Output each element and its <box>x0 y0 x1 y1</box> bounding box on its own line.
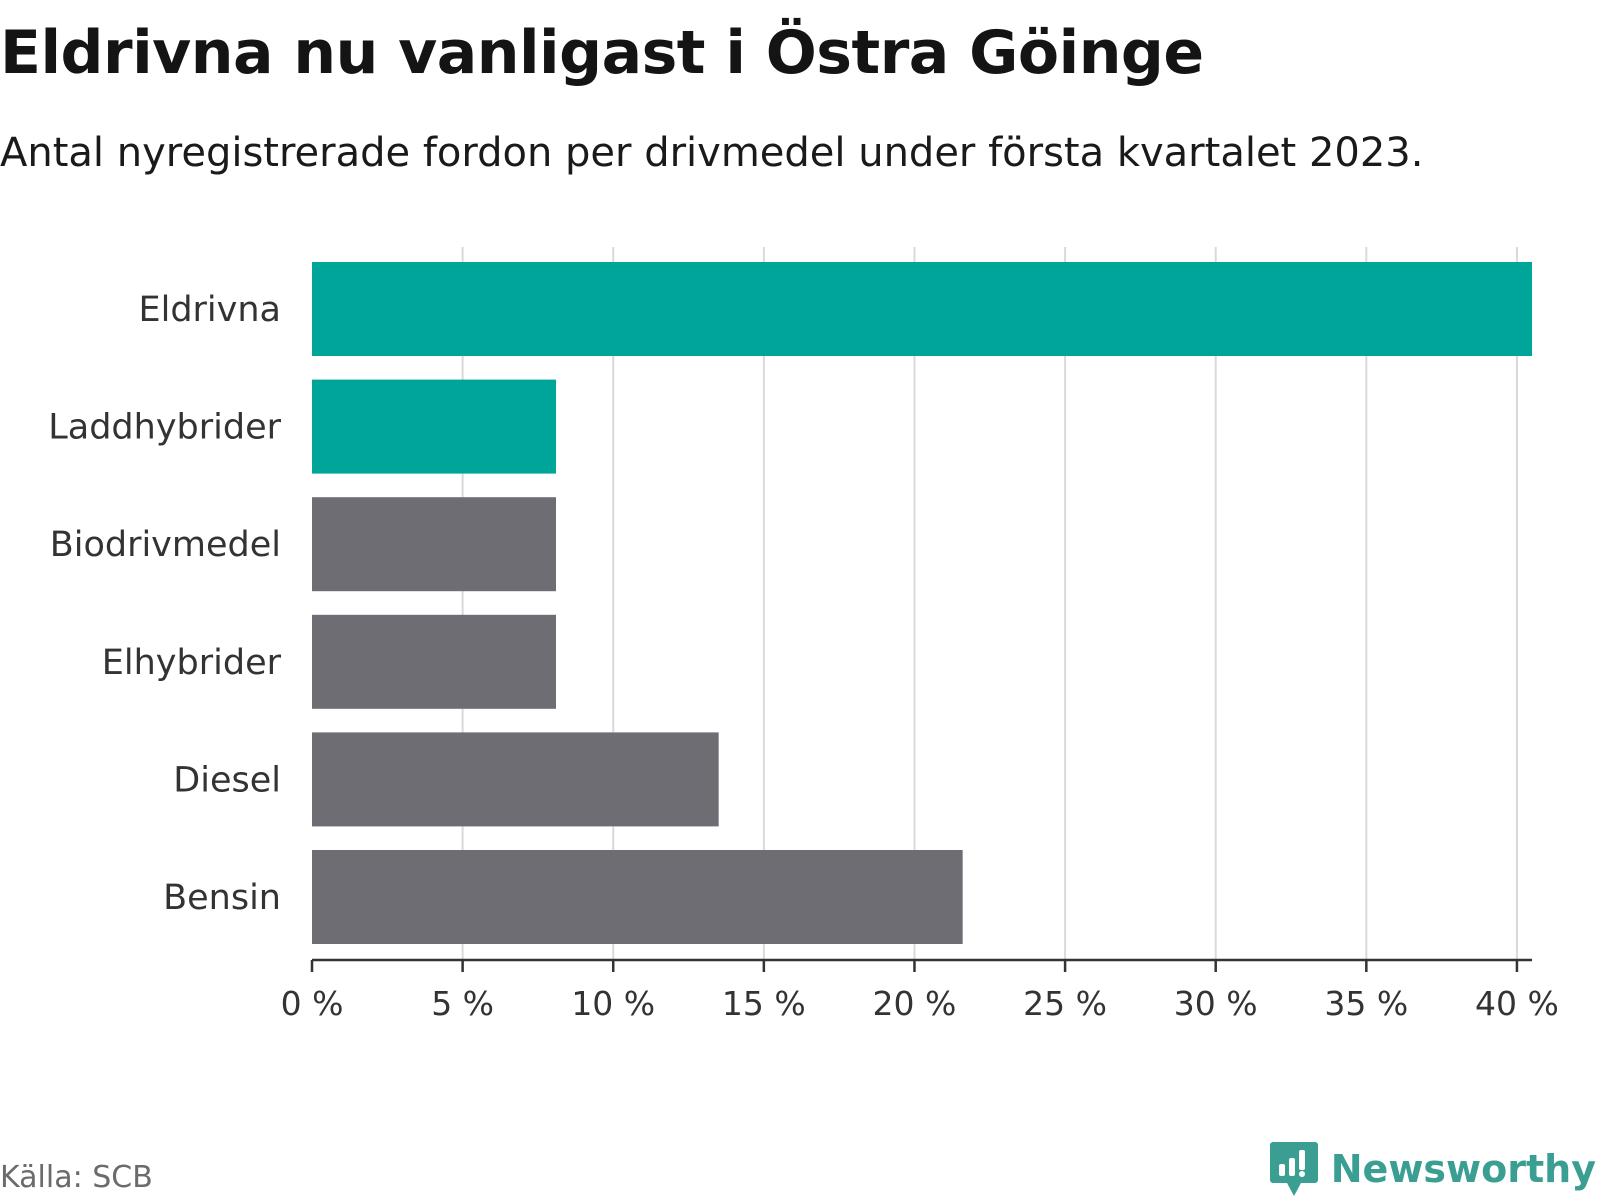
x-tick-label-35: 35 % <box>1324 984 1408 1023</box>
x-tick-label-40: 40 % <box>1475 984 1559 1023</box>
category-labels: Eldrivna Laddhybrider Biodrivmedel Elhybrid… <box>48 290 281 918</box>
grid-lines <box>461 247 1518 960</box>
x-tick-label-15: 15 % <box>722 984 806 1023</box>
x-axis: 0 % 5 % 10 % 15 % 20 % 25 % 30 % 35 % 40 % <box>281 958 1559 1023</box>
bar-chart: Eldrivna Laddhybrider Biodrivmedel Elhybrid… <box>48 247 1559 1023</box>
category-label-eldrivna: Eldrivna <box>138 290 281 330</box>
category-label-bensin: Bensin <box>163 878 281 918</box>
bar-biodrivmedel <box>312 497 556 592</box>
newsworthy-logo-icon <box>1269 1142 1318 1196</box>
category-label-biodrivmedel: Biodrivmedel <box>50 525 281 565</box>
brand-logo: Newsworthy <box>1269 1140 1596 1198</box>
category-label-diesel: Diesel <box>173 760 281 800</box>
chart-title: Eldrivna nu vanligast i Östra Göinge <box>0 18 1204 88</box>
chart-subtitle: Antal nyregistrerade fordon per drivmede… <box>0 130 1424 176</box>
x-tick-label-5: 5 % <box>431 984 494 1023</box>
bars <box>312 262 1532 944</box>
x-tick-label-25: 25 % <box>1023 984 1107 1023</box>
bar-bensin <box>312 850 963 944</box>
x-tick-label-20: 20 % <box>873 984 957 1023</box>
bar-eldrivna <box>312 262 1532 356</box>
category-label-laddhybrider: Laddhybrider <box>48 408 281 448</box>
bar-diesel <box>312 732 719 827</box>
x-tick-label-10: 10 % <box>571 984 655 1023</box>
source-note: Källa: SCB <box>0 1160 153 1195</box>
x-tick-label-30: 30 % <box>1174 984 1258 1023</box>
category-label-elhybrider: Elhybrider <box>102 643 282 683</box>
x-tick-label-0: 0 % <box>281 984 344 1023</box>
bar-elhybrider <box>312 614 556 709</box>
brand-name: Newsworthy <box>1330 1147 1596 1191</box>
bar-laddhybrider <box>312 379 556 474</box>
